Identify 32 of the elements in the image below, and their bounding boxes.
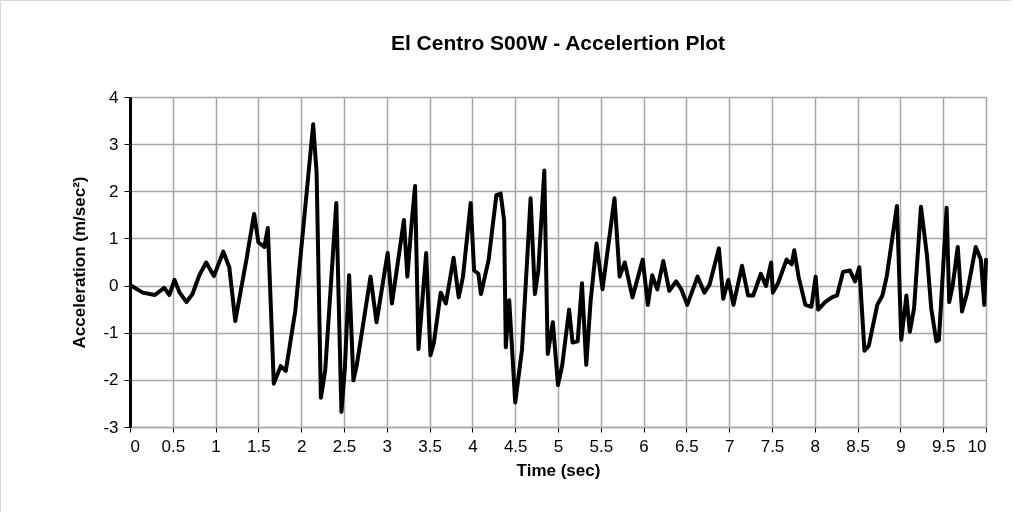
y-tick-label: 3 bbox=[109, 134, 119, 154]
x-tick-label: 7 bbox=[724, 436, 735, 456]
y-tick-label: -1 bbox=[103, 323, 119, 343]
y-tick-label: 4 bbox=[109, 87, 119, 107]
x-tick-label: 5 bbox=[553, 436, 564, 456]
x-tick-label: 3 bbox=[382, 436, 393, 456]
x-axis-title: Time (sec) bbox=[516, 460, 601, 480]
x-tick-label: 4 bbox=[468, 436, 478, 456]
x-tick-label: 2.5 bbox=[332, 436, 357, 456]
x-tick-label: 1.5 bbox=[247, 436, 271, 456]
x-tick-label: 4.5 bbox=[503, 436, 528, 456]
x-tick-label: 7.5 bbox=[760, 436, 785, 456]
y-tick-label: 0 bbox=[109, 276, 119, 296]
x-tick-label: 10 bbox=[967, 436, 987, 456]
x-tick-label: 2 bbox=[296, 436, 307, 456]
x-tick-label: 6 bbox=[639, 436, 649, 456]
x-tick-label: 0.5 bbox=[161, 436, 186, 456]
x-tick-label: 1 bbox=[211, 436, 221, 456]
x-tick-label: 8.5 bbox=[846, 436, 870, 456]
chart-title: El Centro S00W - Accelertion Plot bbox=[390, 31, 726, 54]
y-tick-label: -2 bbox=[103, 370, 119, 390]
x-tick-label: 0 bbox=[130, 436, 140, 456]
y-tick-label: -3 bbox=[103, 417, 119, 437]
x-tick-label: 3.5 bbox=[418, 436, 442, 456]
x-tick-label: 9 bbox=[896, 436, 906, 456]
x-tick-label: 5.5 bbox=[589, 436, 614, 456]
x-tick-label: 9.5 bbox=[931, 436, 956, 456]
y-tick-label: 1 bbox=[109, 228, 119, 248]
y-axis-title: Acceleration (m/sec²) bbox=[70, 176, 90, 349]
x-tick-label: 6.5 bbox=[675, 436, 699, 456]
x-tick-label: 8 bbox=[810, 436, 821, 456]
y-tick-label: 2 bbox=[109, 181, 119, 201]
